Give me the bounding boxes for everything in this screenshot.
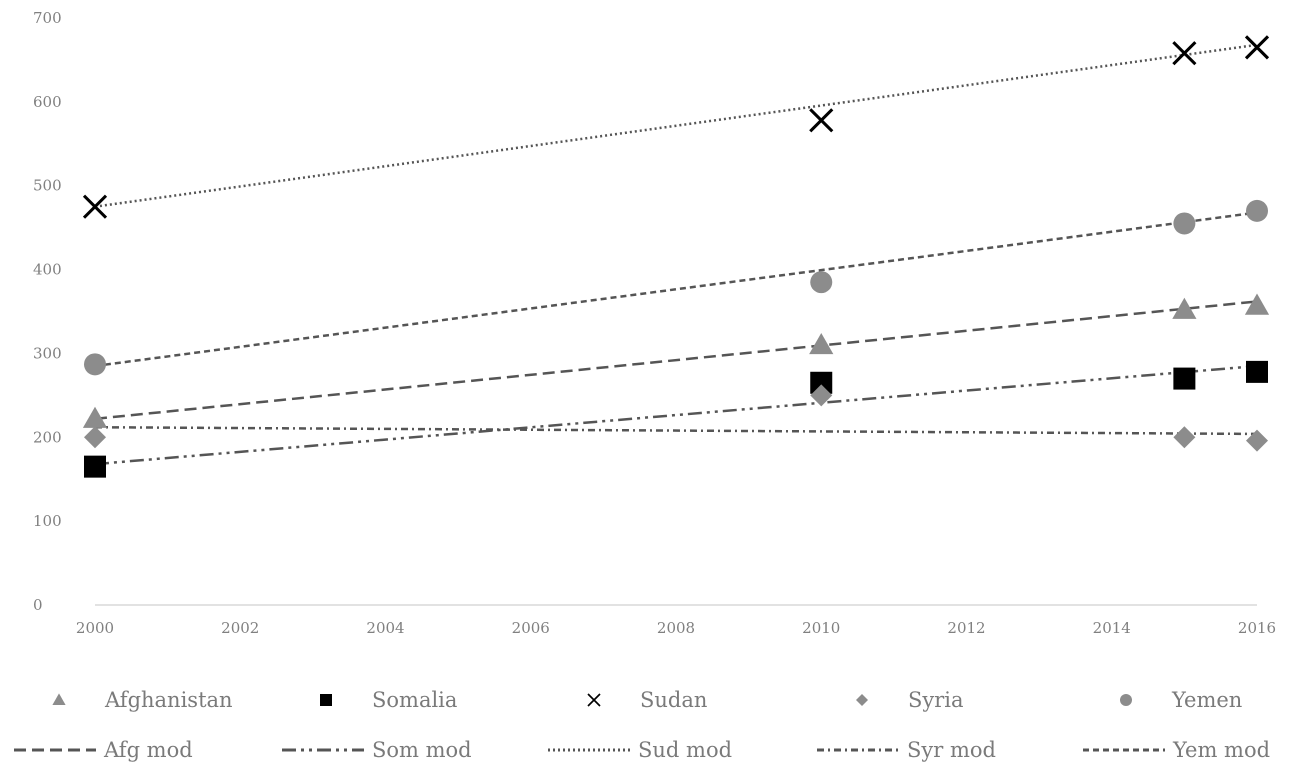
x-tick-label: 2014 [1093, 619, 1131, 637]
marker-sudan [809, 108, 834, 133]
legend-marker-syria [856, 694, 868, 706]
model-line-sud-mod [94, 43, 1258, 208]
legend-label: Sud mod [638, 738, 732, 762]
marker-syria [810, 384, 833, 407]
marker-somalia [1246, 360, 1268, 383]
legend-label: Syr mod [907, 738, 996, 762]
marker-somalia [810, 371, 833, 394]
legend-label: Som mod [372, 738, 472, 762]
marker-yemen [84, 353, 106, 376]
y-tick-label: 0 [33, 596, 43, 614]
legend-label: Afg mod [103, 738, 193, 762]
model-line-afg-mod [94, 300, 1258, 421]
legend-marker-yemen [1120, 694, 1132, 706]
legend-marker-afghanistan [52, 693, 66, 705]
marker-yemen [1173, 212, 1196, 235]
marker-somalia [1173, 367, 1196, 390]
data-markers [82, 35, 1270, 478]
y-tick-label: 700 [33, 9, 62, 27]
marker-afghanistan [809, 332, 834, 355]
marker-sudan [1172, 41, 1197, 66]
x-axis-labels: 2000 2002 2004 2006 2008 2010 2012 2014 2016 [76, 619, 1276, 637]
marker-sudan [1244, 35, 1270, 60]
model-lines [94, 43, 1258, 466]
y-tick-label: 600 [33, 93, 62, 111]
x-tick-label: 2010 [802, 619, 840, 637]
x-tick-label: 2004 [366, 619, 404, 637]
x-tick-label: 2008 [657, 619, 695, 637]
marker-syria [1246, 429, 1268, 452]
model-line-syr-mod [94, 425, 1258, 436]
y-tick-label: 100 [33, 512, 62, 530]
marker-yemen [810, 271, 833, 294]
marker-syria [84, 426, 106, 449]
x-tick-label: 2016 [1238, 619, 1276, 637]
marker-somalia [84, 455, 106, 478]
marker-afghanistan [1244, 293, 1270, 315]
legend: Afghanistan Somalia Sudan Syria Yemen Afg mod… [14, 688, 1270, 762]
legend-marker-sudan [587, 693, 601, 707]
y-tick-label: 400 [33, 261, 62, 279]
legend-marker-somalia [320, 694, 332, 706]
x-tick-label: 2002 [221, 619, 259, 637]
legend-label: Sudan [640, 688, 707, 712]
x-tick-label: 2006 [512, 619, 550, 637]
legend-label: Yem mod [1172, 738, 1270, 762]
marker-afghanistan [82, 406, 108, 428]
model-line-som-mod [94, 364, 1258, 466]
y-axis-labels: 0 100 200 300 400 500 600 700 [33, 9, 62, 614]
legend-label: Afghanistan [104, 688, 233, 712]
y-tick-label: 200 [33, 428, 62, 446]
x-tick-label: 2000 [76, 619, 114, 637]
marker-yemen [1246, 199, 1268, 222]
y-tick-label: 300 [33, 344, 62, 362]
marker-syria [1173, 426, 1196, 449]
y-tick-label: 500 [33, 177, 62, 195]
legend-label: Yemen [1171, 688, 1242, 712]
legend-label: Syria [908, 688, 964, 712]
marker-sudan [82, 194, 108, 219]
x-tick-label: 2012 [947, 619, 985, 637]
model-line-yem-mod [94, 211, 1258, 368]
marker-afghanistan [1172, 297, 1197, 319]
legend-label: Somalia [372, 688, 457, 712]
